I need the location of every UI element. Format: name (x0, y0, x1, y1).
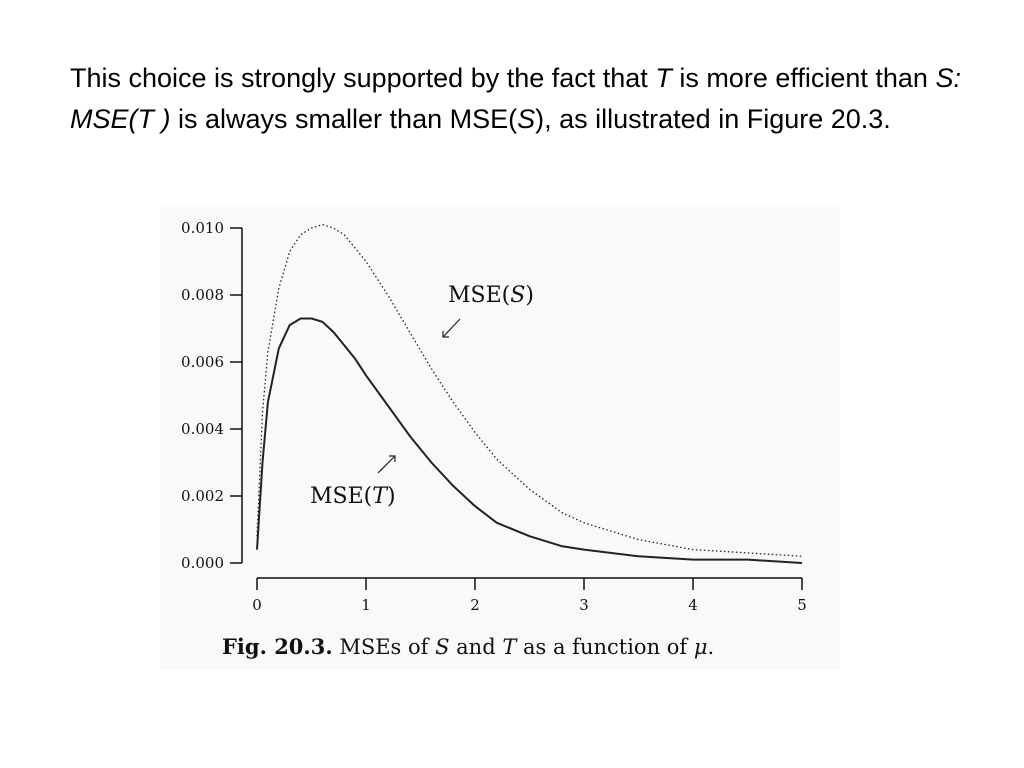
mse-s-pointer (442, 318, 461, 338)
figure: 0.000 0.002 0.004 0.006 0.008 0.010 0 1 2 3 4 5 MS… (160, 205, 840, 670)
x-tick-label: 3 (579, 596, 589, 614)
mse-s-label: MSE(S) (448, 283, 534, 308)
y-tick-label: 0.004 (181, 420, 224, 438)
x-tick-label: 1 (361, 596, 371, 614)
para-text-4: ), as illustrated in Figure 20.3. (535, 104, 891, 134)
para-text-1: This choice is strongly supported by the… (70, 63, 656, 93)
mse-t-arrowhead (389, 455, 396, 462)
para-italic-mse: S: MSE(T ) (70, 63, 961, 134)
x-tick-label: 5 (797, 596, 807, 614)
series-line-mse-s (256, 223, 803, 557)
para-text-3: is always smaller than MSE( (170, 104, 518, 134)
y-tick-label: 0.002 (181, 487, 224, 505)
series-group (256, 223, 803, 564)
slide-paragraph: This choice is strongly supported by the… (70, 58, 970, 140)
mse-s-arrowhead (442, 331, 449, 338)
y-tick-label: 0.010 (181, 219, 224, 237)
figure-caption: Fig. 20.3. MSEs of S and T as a function… (222, 634, 714, 659)
x-tick-label: 0 (252, 596, 262, 614)
y-tick-label: 0.000 (181, 554, 224, 572)
para-text-2: is more efficient than (671, 63, 936, 93)
para-var-t: T (655, 63, 672, 93)
x-tick-label: 4 (688, 596, 698, 614)
x-axis: 0 1 2 3 4 5 (252, 577, 807, 614)
series-line-mse-t (256, 317, 803, 564)
y-axis: 0.000 0.002 0.004 0.006 0.008 0.010 (181, 219, 243, 572)
mse-t-pointer (377, 455, 396, 474)
x-tick-label: 2 (470, 596, 480, 614)
mse-chart: 0.000 0.002 0.004 0.006 0.008 0.010 0 1 2 3 4 5 MS… (181, 219, 807, 659)
mse-t-label: MSE(T) (310, 484, 396, 509)
y-tick-label: 0.008 (181, 286, 224, 304)
para-var-s: S (517, 104, 536, 134)
y-tick-label: 0.006 (181, 353, 224, 371)
